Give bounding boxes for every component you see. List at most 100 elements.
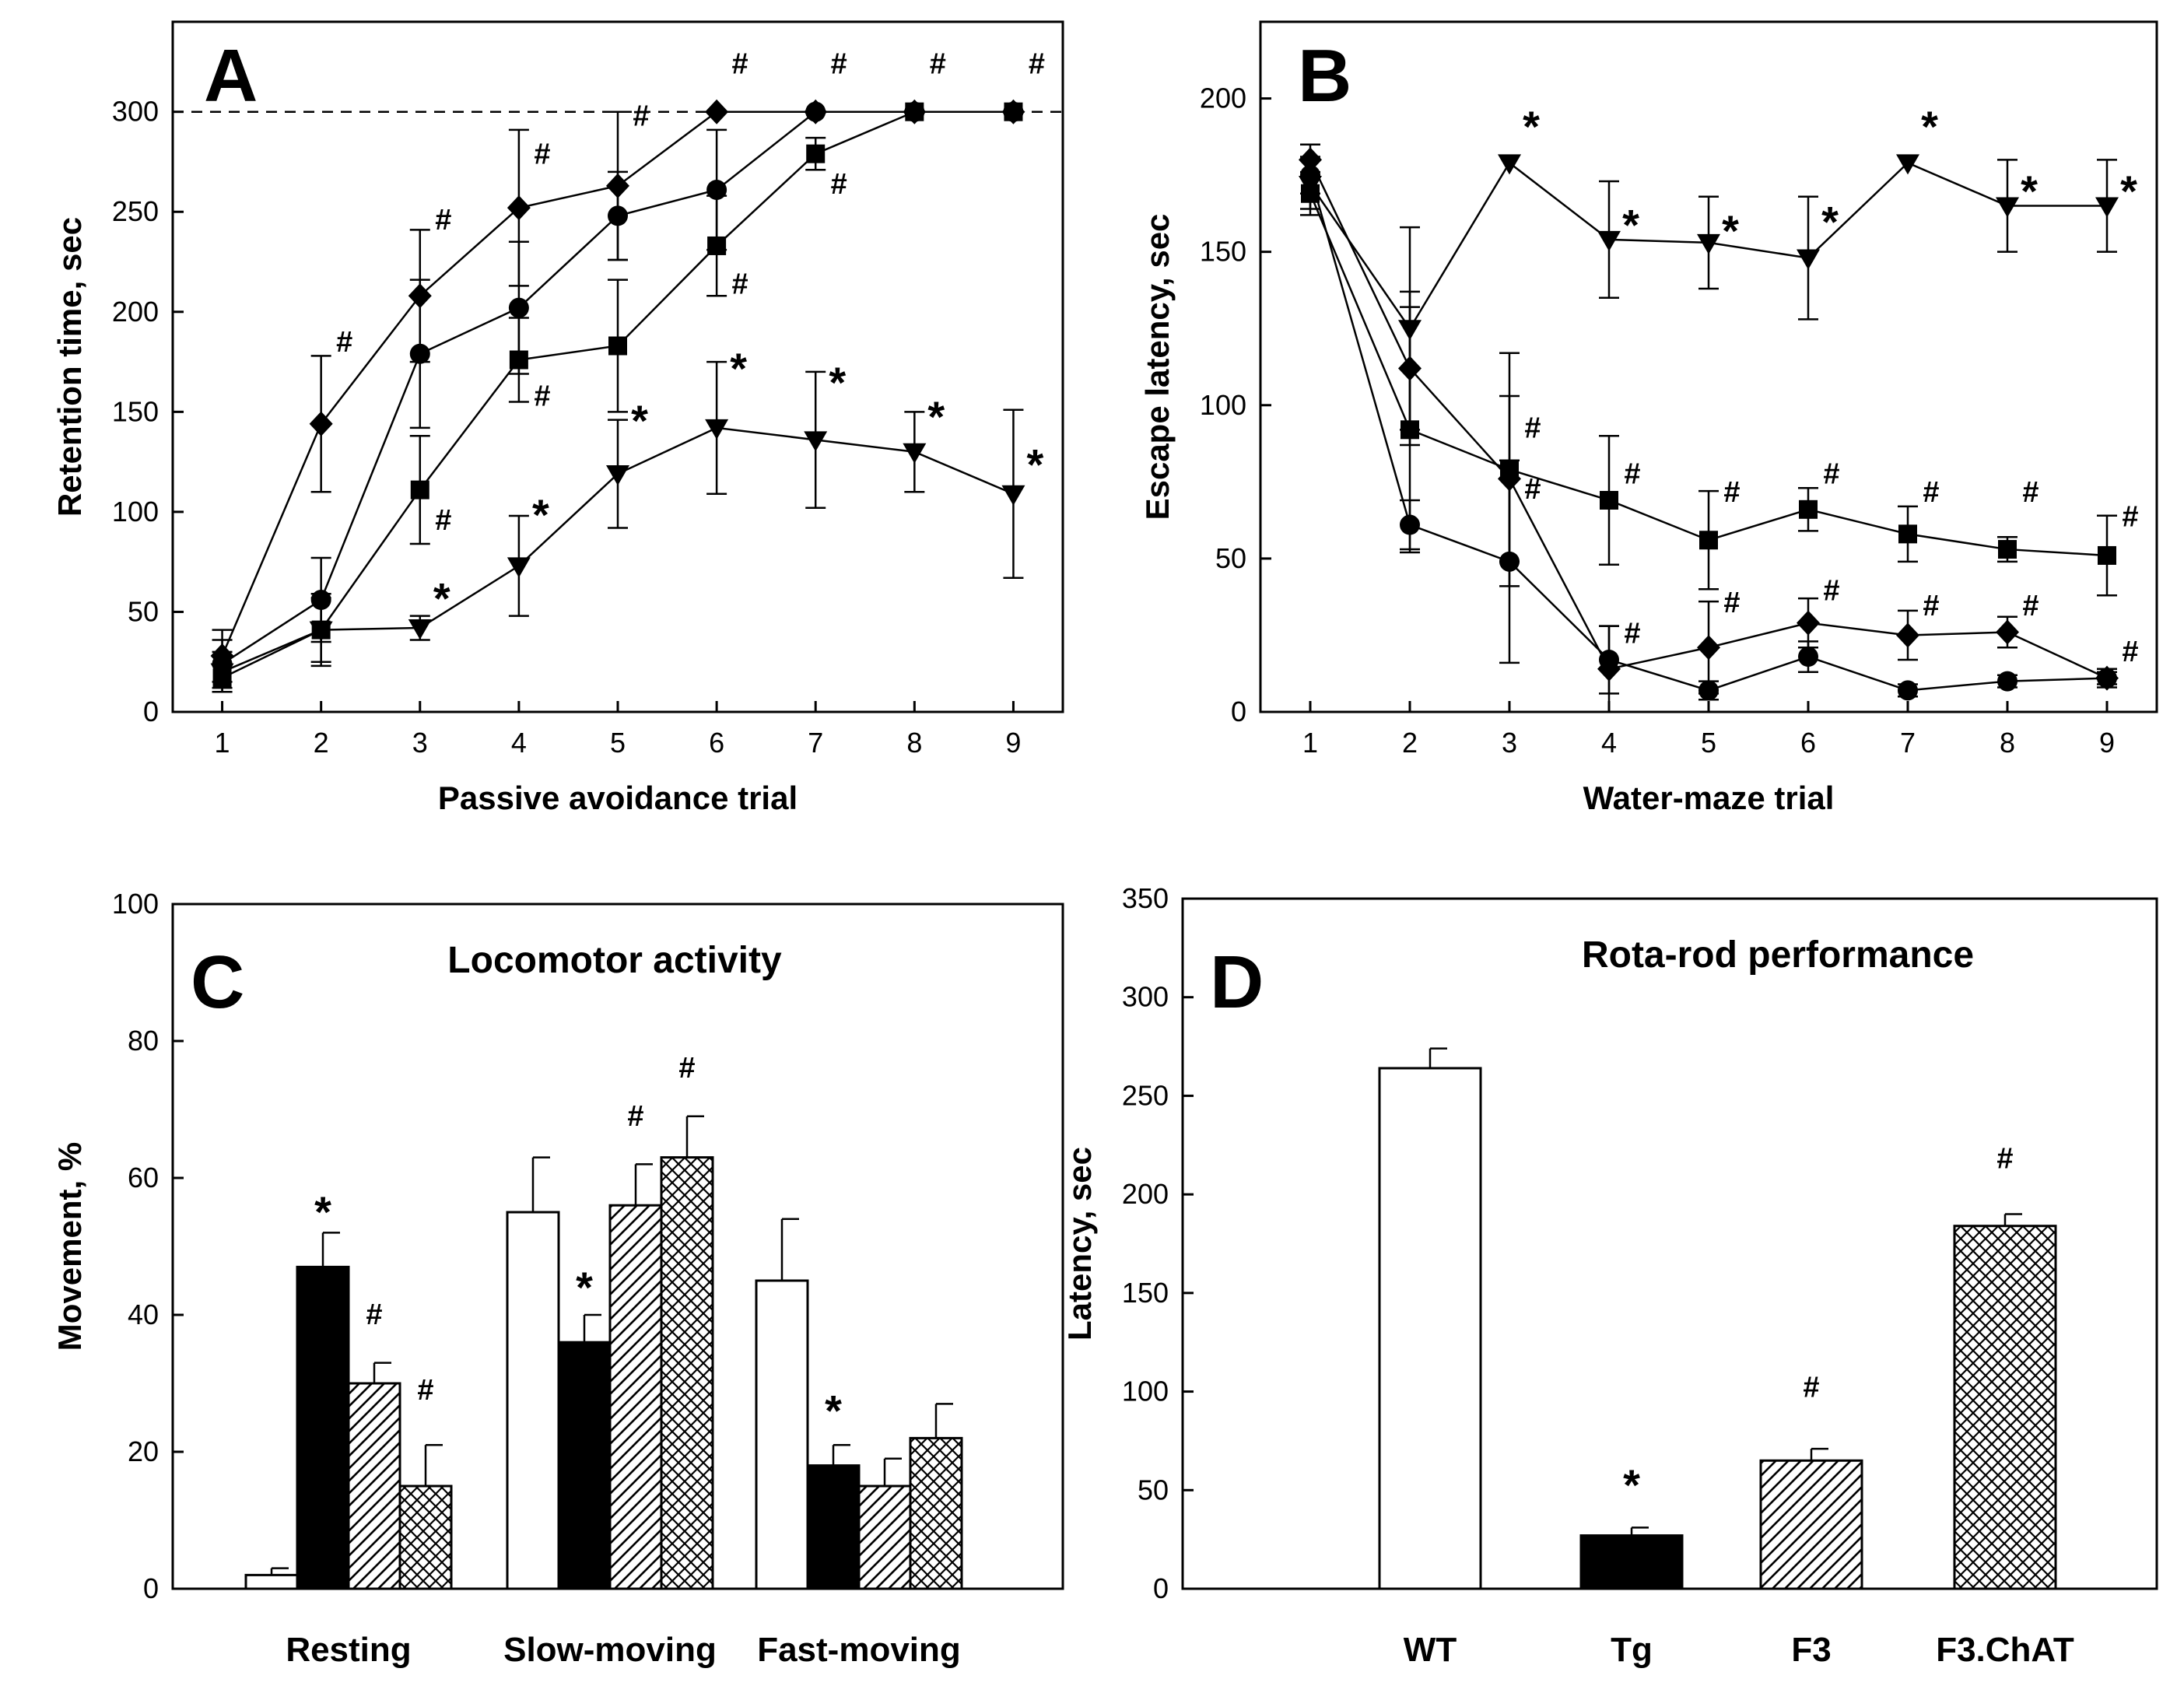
series-triangle-point (804, 431, 828, 452)
significance-star: * (2120, 166, 2137, 216)
significance-hash: # (732, 268, 748, 300)
chart-title: Locomotor activity (447, 940, 782, 981)
series-triangle (210, 360, 1025, 693)
significance-hash: # (366, 1299, 382, 1331)
y-tick-label: 0 (143, 696, 159, 727)
significance-hash: # (2022, 476, 2039, 509)
bar-open (244, 1573, 299, 1590)
series-square-point (1898, 524, 1917, 544)
significance-star: * (433, 574, 450, 623)
group-fast-moving (755, 1218, 963, 1590)
significance-hash: # (1996, 1143, 2013, 1176)
x-axis-title: Water-maze trial (1583, 780, 1835, 816)
significance-hash: # (1923, 476, 1939, 509)
y-tick-label: 50 (1138, 1474, 1169, 1505)
significance-star: * (2021, 166, 2038, 216)
series-circle-point (1400, 514, 1420, 535)
series-triangle-point (1797, 249, 1820, 270)
significance-hash: # (534, 138, 550, 170)
x-tick-label: 1 (215, 727, 230, 759)
bar-f3-chat (1953, 1225, 2057, 1590)
x-tick-label: 9 (1005, 727, 1021, 759)
significance-hash: # (2022, 590, 2039, 622)
x-tick-label: 7 (808, 727, 823, 759)
series-triangle-point (606, 465, 629, 486)
significance-hash: # (1524, 412, 1541, 444)
significance-hash: # (930, 48, 946, 81)
significance-hash: # (435, 504, 451, 537)
y-tick-label: 100 (112, 496, 159, 528)
significance-star: * (825, 1386, 842, 1435)
panel-b: 0 50 100 150 200 Escape latency, sec 1 2 3 4 5 6 7 8 9… (1139, 20, 2158, 816)
significance-star: * (1027, 440, 1044, 489)
series-triangle-point (1597, 230, 1621, 251)
x-tick-label: 7 (1900, 727, 1916, 759)
series-circle-point (805, 101, 826, 122)
significance-hash: # (633, 100, 649, 132)
significance-star: * (1622, 200, 1639, 249)
y-tick-label: 300 (1122, 981, 1169, 1013)
x-tick-label: 2 (314, 727, 329, 759)
bar-wt (1378, 1067, 1482, 1590)
panel-letter: A (204, 34, 258, 117)
significance-star: * (1921, 102, 1938, 151)
x-tick-label: 4 (511, 727, 527, 759)
significance-hash: # (336, 326, 352, 359)
category-label: F3.ChAT (1936, 1631, 2074, 1669)
x-tick-label: 5 (610, 727, 626, 759)
series-triangle (1299, 154, 2119, 431)
series-diamond-point (1697, 635, 1720, 661)
y-tick-label: 20 (128, 1435, 159, 1467)
y-tick-label: 350 (1122, 882, 1169, 914)
group-resting (244, 1232, 453, 1590)
y-tick-label: 0 (1153, 1572, 1169, 1604)
series-triangle-point (1697, 233, 1720, 254)
significance-hash: # (2122, 636, 2138, 668)
significance-hash: # (1029, 48, 1045, 81)
y-tick-label: 250 (112, 195, 159, 227)
significance-star: * (1821, 197, 1839, 246)
group-slow-moving (506, 1115, 714, 1590)
series-square-point (1998, 540, 2017, 559)
bar-solid (806, 1464, 861, 1590)
bar-open (755, 1279, 809, 1590)
category-label: Slow-moving (503, 1631, 717, 1669)
significance-hash: # (1803, 1372, 1819, 1404)
significance-hash: # (1723, 587, 1740, 619)
series-circle-point (1698, 680, 1719, 701)
significance-hash: # (1823, 457, 1839, 490)
y-tick-label: 200 (112, 296, 159, 328)
x-tick-label: 3 (412, 727, 428, 759)
x-tick-label: 4 (1601, 727, 1617, 759)
x-tick-label: 3 (1502, 727, 1517, 759)
significance-star: * (927, 392, 945, 441)
y-axis-title: Movement, % (51, 1142, 88, 1351)
significance-hash: # (1823, 574, 1839, 607)
bar-crosshatched (909, 1436, 963, 1590)
bar-crosshatched (398, 1484, 453, 1590)
series-triangle-point (1996, 197, 2019, 218)
bar-solid (557, 1341, 612, 1590)
series-diamond-point (309, 411, 333, 436)
y-tick-label: 80 (128, 1025, 159, 1057)
significance-hash: # (678, 1052, 695, 1085)
panel-letter: C (191, 941, 244, 1024)
chart-title: Rota-rod performance (1582, 934, 1974, 976)
significance-star: * (730, 344, 747, 393)
y-axis-title: Retention time, sec (51, 217, 88, 517)
panel-letter: B (1298, 34, 1351, 117)
series-circle-point (508, 297, 529, 318)
bar-hatched (608, 1204, 663, 1590)
series-circle-point (1300, 165, 1320, 186)
significance-hash: # (831, 48, 847, 81)
bar-hatched (347, 1382, 401, 1590)
significance-hash: # (1524, 473, 1541, 506)
bar-hatched (857, 1484, 912, 1590)
y-tick-label: 100 (1122, 1376, 1169, 1407)
y-tick-label: 200 (1200, 82, 1246, 114)
series-diamond-point (1896, 622, 1919, 648)
series-triangle-point (507, 557, 531, 578)
x-tick-label: 8 (906, 727, 922, 759)
significance-hash: # (2122, 501, 2138, 534)
significance-hash: # (534, 380, 550, 412)
